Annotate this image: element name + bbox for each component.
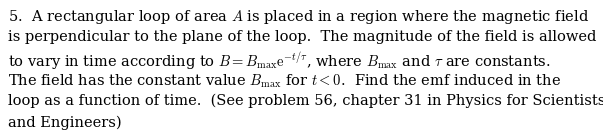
Text: to vary in time according to $B = B_{\mathrm{max}}\mathrm{e}^{-t/\tau}$, where $: to vary in time according to $B = B_{\ma… — [8, 51, 551, 72]
Text: 5.  A rectangular loop of area $A$ is placed in a region where the magnetic fiel: 5. A rectangular loop of area $A$ is pla… — [8, 8, 589, 26]
Text: is perpendicular to the plane of the loop.  The magnitude of the field is allowe: is perpendicular to the plane of the loo… — [8, 30, 596, 44]
Text: and Engineers): and Engineers) — [8, 115, 122, 130]
Text: The field has the constant value $B_{\mathrm{max}}$ for $t < 0$.  Find the emf i: The field has the constant value $B_{\ma… — [8, 72, 561, 90]
Text: loop as a function of time.  (See problem 56, chapter 31 in Physics for Scientis: loop as a function of time. (See problem… — [8, 94, 603, 108]
